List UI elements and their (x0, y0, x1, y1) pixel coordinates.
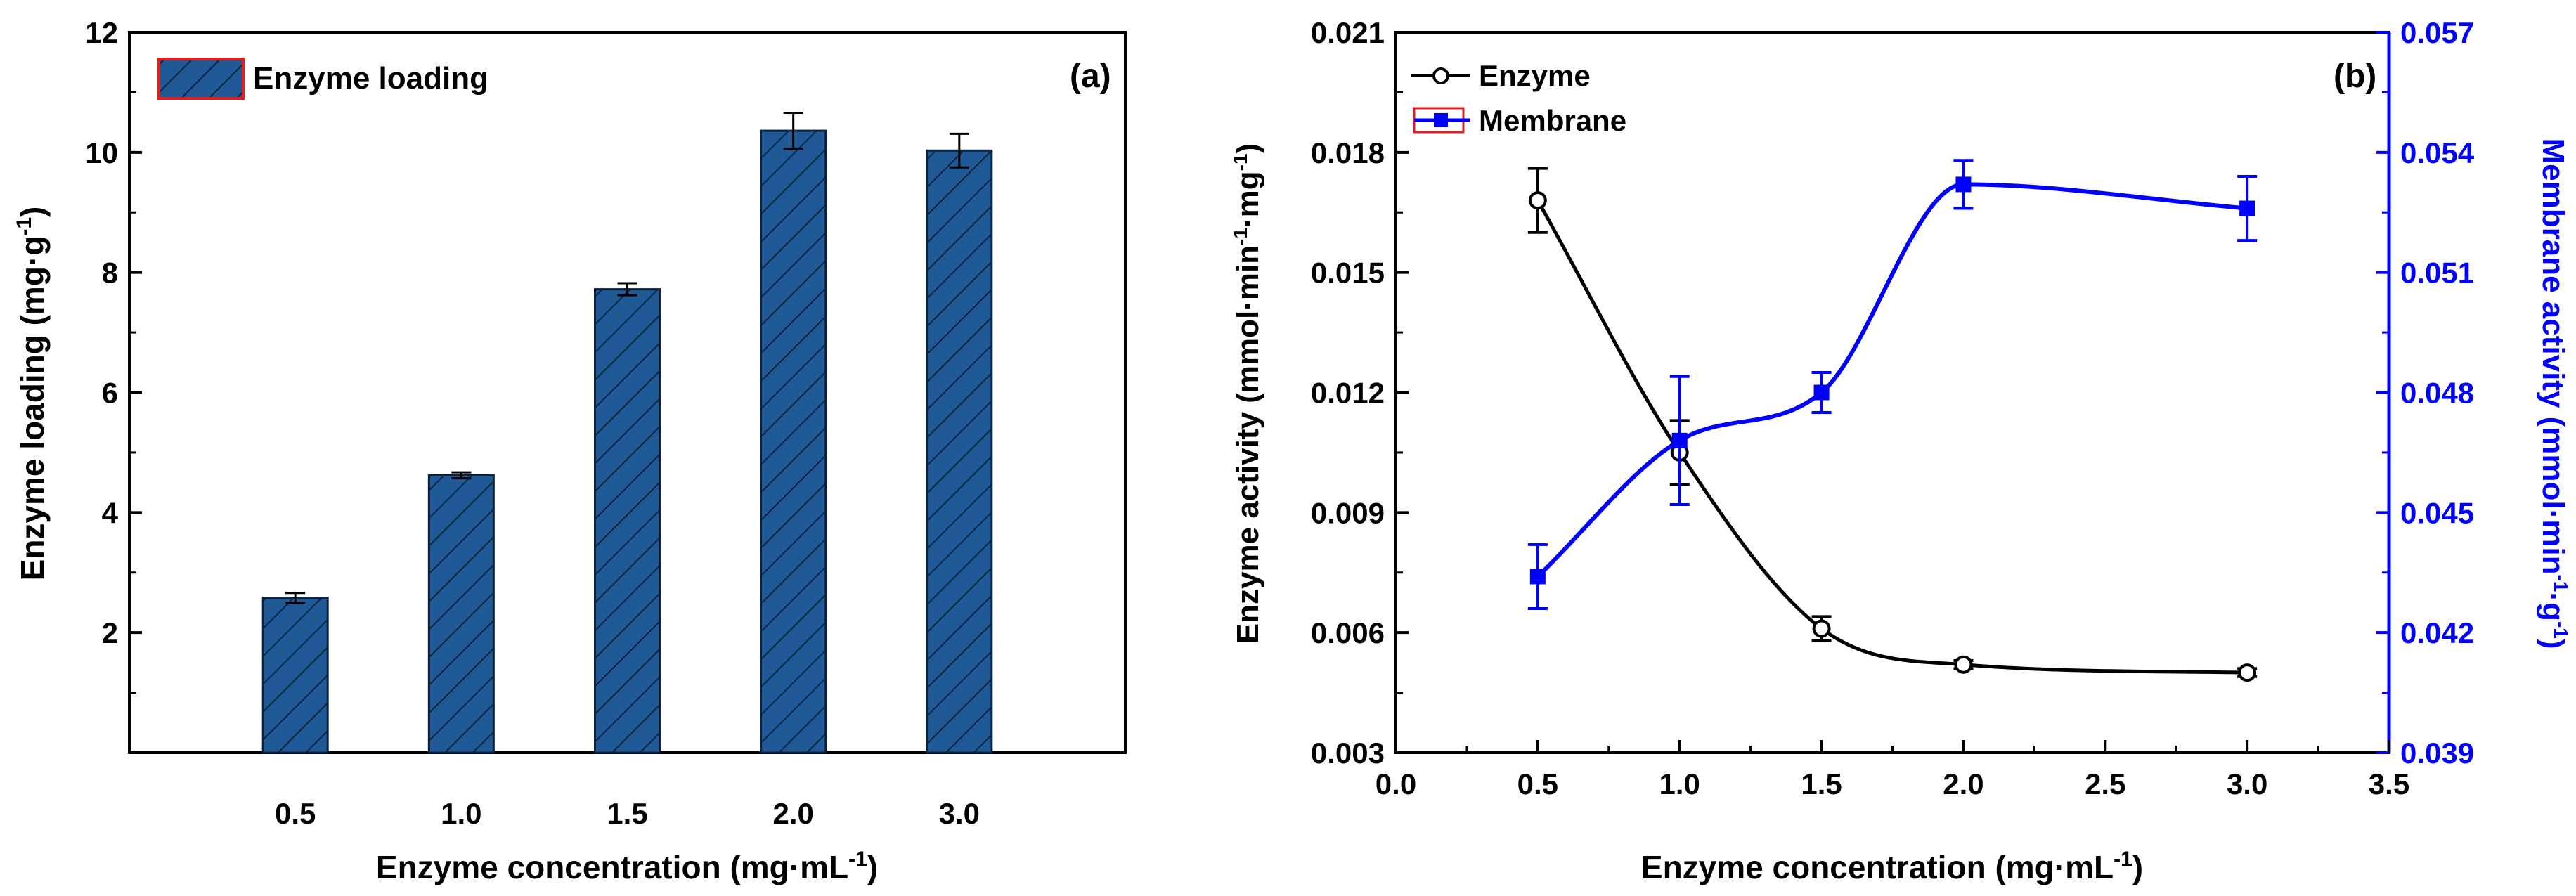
panel-b-x-axis-label: Enzyme concentration (mg·mL-1) (1641, 848, 2143, 885)
panel-a-x-axis: 0.5 1.0 1.5 2.0 3.0 (275, 797, 980, 830)
panel-b-series (1527, 159, 2258, 682)
panel-b-right-y-tick-label: 0.042 (2400, 616, 2474, 649)
bar-3.0 (926, 149, 993, 754)
panel-b-right-y-tick-label: 0.054 (2400, 136, 2475, 169)
panel-b-right-y-tick-label: 0.051 (2400, 257, 2474, 290)
panel-b-left-y-tick-label: 0.021 (1311, 16, 1385, 49)
panel-b-right-y-tick-label: 0.045 (2400, 496, 2474, 529)
panel-a-y-tick-label: 4 (102, 496, 119, 529)
panel-b-left-y-tick-label: 0.012 (1311, 377, 1385, 410)
point-membrane (1813, 384, 1830, 401)
panel-b-left-y-axis-label: Enzyme activity (mmol·min-1·mg-1) (1229, 143, 1265, 644)
legend-marker-enzyme (1432, 67, 1449, 84)
panel-b-x-tick-label: 1.0 (1659, 767, 1700, 800)
panel-a-x-tick-label: 0.5 (275, 797, 316, 830)
series-line-enzyme (1536, 199, 2248, 675)
panel-b-right-y-tick-label: 0.039 (2400, 736, 2474, 770)
panel-a-y-tick-label: 8 (102, 257, 118, 290)
panel-b-right-y-tick-label: 0.048 (2400, 377, 2474, 410)
point-membrane (1529, 569, 1546, 585)
panel-b-left-y-tick-label: 0.006 (1311, 616, 1385, 649)
point-membrane (1671, 432, 1688, 448)
panel-a-y-axis: 2 4 6 8 10 12 (85, 16, 142, 694)
bar-1.0 (427, 474, 495, 754)
panel-b-x-tick-label: 0.0 (1376, 767, 1416, 800)
panel-b-left-y-axis: 0.003 0.006 0.009 0.012 0.015 0.018 0.021 (1311, 16, 1409, 770)
panel-a: 2 4 6 8 10 12 0.5 1.0 1.5 2.0 3.0 Enzyme loading … (13, 16, 1127, 885)
legend-label-enzyme-loading: Enzyme loading (253, 61, 488, 96)
bar-1.5 (594, 288, 661, 754)
panel-b-x-tick-label: 1.5 (1801, 767, 1842, 800)
panel-b-right-y-tick-label: 0.057 (2400, 16, 2474, 49)
point-enzyme (1528, 191, 1547, 210)
panel-b-left-y-tick-label: 0.015 (1311, 257, 1385, 290)
point-membrane (2239, 200, 2255, 216)
panel-a-label: (a) (1070, 58, 1111, 95)
panel-b-left-y-tick-label: 0.009 (1311, 496, 1385, 529)
panel-b-x-tick-label: 2.0 (1943, 767, 1983, 800)
panel-b-plot-frame (1394, 31, 2390, 754)
panel-a-y-axis-label: Enzyme loading (mg·g-1) (13, 207, 51, 581)
legend-swatch-enzyme-loading (157, 58, 245, 100)
point-enzyme (1812, 619, 1831, 638)
point-enzyme (1954, 655, 1973, 674)
panel-a-x-tick-label: 2.0 (772, 797, 813, 830)
panel-a-x-tick-label: 1.0 (441, 797, 481, 830)
panel-b-left-y-tick-label: 0.018 (1311, 136, 1385, 169)
panel-b-x-tick-label: 3.5 (2369, 767, 2409, 800)
panel-b-x-tick-label: 0.5 (1517, 767, 1558, 800)
legend-membrane: Membrane (1413, 104, 1626, 137)
panel-a-y-tick-label: 2 (102, 616, 118, 649)
legend-enzyme: Enzyme (1411, 59, 1591, 92)
panel-b-x-tick-label: 3.0 (2227, 767, 2267, 800)
panel-b-x-axis: 0.0 0.5 1.0 1.5 2.0 2.5 3.0 3.5 (1376, 740, 2409, 800)
point-enzyme (2238, 663, 2257, 682)
panel-a-y-tick-label: 10 (85, 136, 118, 169)
panel-a-y-tick-label: 12 (85, 16, 118, 49)
panel-b-x-tick-label: 2.5 (2085, 767, 2125, 800)
panel-a-bars (261, 111, 993, 754)
panel-b-right-y-axis: 0.039 0.042 0.045 0.048 0.051 0.054 0.057 (2376, 16, 2475, 770)
panel-a-x-axis-label: Enzyme concentration (mg·mL-1) (376, 848, 878, 885)
point-membrane (1955, 176, 1972, 193)
panel-b-label: (b) (2334, 58, 2376, 95)
panel-a-x-tick-label: 3.0 (939, 797, 980, 830)
legend-marker-membrane (1434, 113, 1448, 127)
legend-label-enzyme: Enzyme (1479, 59, 1591, 92)
panel-a-y-tick-label: 6 (102, 377, 118, 410)
panel-a-x-tick-label: 1.5 (607, 797, 647, 830)
bar-2.0 (760, 129, 827, 754)
panel-b-left-y-tick-label: 0.003 (1311, 736, 1385, 770)
bar-0.5 (261, 597, 329, 754)
series-line-membrane (1536, 182, 2248, 578)
legend-label-membrane: Membrane (1479, 104, 1626, 137)
panel-b-right-y-axis-label: Membrane activity (mmol·min-1·g-1) (2536, 138, 2572, 649)
